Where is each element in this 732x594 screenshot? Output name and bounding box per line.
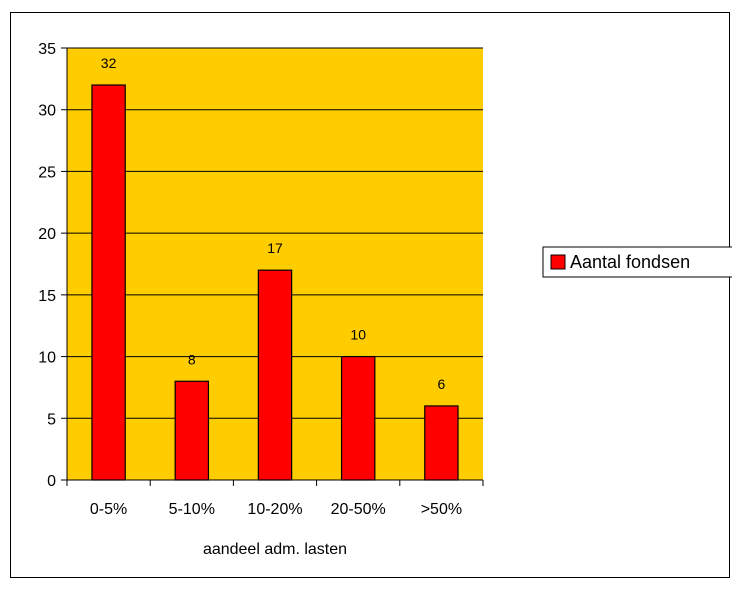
x-tick-label: 10-20% xyxy=(247,501,302,518)
legend: Aantal fondsen xyxy=(542,246,732,278)
y-axis-ticks: 0 5 10 15 20 25 30 35 xyxy=(38,41,67,490)
bar-5-10% xyxy=(174,380,210,481)
y-tick-label: 20 xyxy=(38,226,56,243)
data-label: 6 xyxy=(438,376,446,392)
x-tick-label: >50% xyxy=(421,501,462,518)
bar-chart: 32 8 17 10 6 0 5 10 15 20 25 30 35 0-5% 5-10% 10-20% 2… xyxy=(38,41,732,558)
data-label: 17 xyxy=(267,240,283,256)
bar->50% xyxy=(424,405,459,481)
y-tick-label: 15 xyxy=(38,288,56,305)
bar-10-20% xyxy=(257,269,293,481)
y-tick-label: 0 xyxy=(47,473,56,490)
legend-box xyxy=(542,246,732,278)
data-label: 10 xyxy=(350,327,366,343)
y-tick-label: 30 xyxy=(38,103,56,120)
y-tick-label: 10 xyxy=(38,350,56,367)
x-tick-label: 0-5% xyxy=(90,501,127,518)
x-axis-ticks: 0-5% 5-10% 10-20% 20-50% >50% xyxy=(66,480,484,518)
bar-0-5% xyxy=(91,84,126,481)
chart-frame: 32 8 17 10 6 0 5 10 15 20 25 30 35 0-5% 5-10% 10-20% 2… xyxy=(10,12,732,578)
y-tick-label: 25 xyxy=(38,164,56,181)
legend-swatch-aantal-fondsen xyxy=(550,254,566,270)
data-label: 8 xyxy=(188,351,196,367)
data-labels: 32 8 17 10 6 xyxy=(101,55,446,392)
bar-20-50% xyxy=(340,355,376,481)
x-tick-label: 20-50% xyxy=(331,501,386,518)
legend-label-aantal-fondsen: Aantal fondsen xyxy=(570,252,690,272)
data-label: 32 xyxy=(101,55,117,71)
y-tick-label: 5 xyxy=(47,411,56,428)
y-tick-label: 35 xyxy=(38,41,56,58)
x-tick-label: 5-10% xyxy=(169,501,215,518)
x-axis-title: aandeel adm. lasten xyxy=(203,541,347,558)
